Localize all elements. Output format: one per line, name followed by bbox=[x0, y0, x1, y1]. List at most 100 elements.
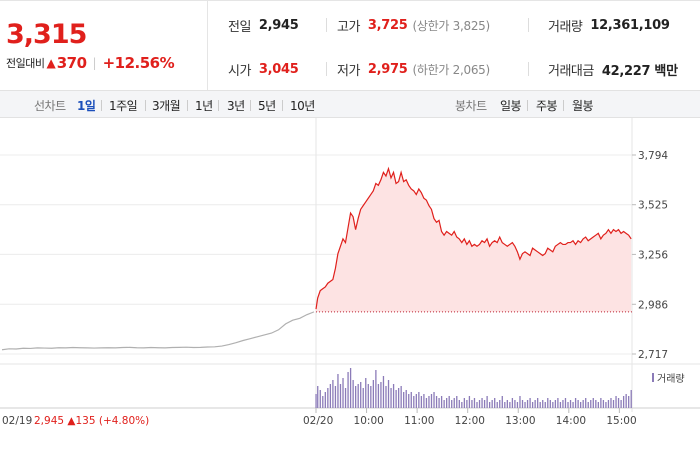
volume-bar bbox=[612, 400, 615, 408]
volume-bar bbox=[413, 396, 415, 408]
tab-monthly-candle[interactable]: 월봉 bbox=[572, 99, 594, 113]
volume-bar bbox=[423, 394, 425, 408]
prev-day-date: 02/19 bbox=[2, 415, 32, 427]
volume-bar bbox=[342, 378, 344, 408]
tab-separator bbox=[282, 100, 283, 111]
volume-bar bbox=[494, 398, 496, 408]
volume-cell: 거래량 12,361,109 bbox=[548, 16, 670, 35]
tab-1day[interactable]: 1일 bbox=[77, 99, 96, 113]
tab-3years[interactable]: 3년 bbox=[227, 99, 245, 113]
volume-bar bbox=[367, 384, 369, 408]
y-tick-label: 3,256 bbox=[638, 249, 668, 261]
volume-bar bbox=[529, 398, 531, 408]
volume-bar bbox=[617, 398, 620, 408]
volume-bar bbox=[473, 398, 476, 408]
volume-bar bbox=[501, 396, 503, 408]
volume-bar bbox=[344, 388, 347, 408]
tab-3months[interactable]: 3개월 bbox=[152, 99, 181, 113]
volume-bar bbox=[615, 396, 617, 408]
volume-bar bbox=[463, 398, 466, 408]
low-label: 저가 bbox=[337, 64, 360, 79]
volume-bar bbox=[458, 400, 460, 408]
volume-bar bbox=[400, 386, 402, 408]
volume-bar bbox=[355, 386, 357, 408]
volume-bar bbox=[425, 398, 428, 408]
change-amount: 370 bbox=[56, 54, 87, 72]
tab-separator bbox=[250, 100, 251, 111]
candle-chart-label: 봉차트 bbox=[455, 99, 487, 113]
volume-bar bbox=[577, 400, 579, 408]
price-chart[interactable]: 3,794 3,525 3,256 2,986 2,717 거래량 02/20 10:00… bbox=[0, 118, 700, 450]
tab-1year[interactable]: 1년 bbox=[195, 99, 213, 113]
y-tick-label: 2,717 bbox=[638, 349, 668, 361]
volume-bar bbox=[602, 400, 605, 408]
volume-bar bbox=[607, 400, 610, 408]
tab-5years[interactable]: 5년 bbox=[258, 99, 276, 113]
y-tick-label: 3,794 bbox=[638, 150, 668, 162]
tab-separator bbox=[101, 100, 102, 111]
tab-weekly-candle[interactable]: 주봉 bbox=[536, 99, 558, 113]
tab-separator bbox=[527, 100, 528, 111]
tab-10years[interactable]: 10년 bbox=[290, 99, 315, 113]
volume-bar bbox=[438, 398, 440, 408]
prev-close-value: 2,945 bbox=[258, 18, 299, 33]
volume-bar bbox=[395, 390, 397, 408]
volume-bar bbox=[461, 402, 463, 408]
tab-daily-candle[interactable]: 일봉 bbox=[500, 99, 522, 113]
volume-bar bbox=[360, 382, 362, 408]
volume-bar bbox=[564, 398, 567, 408]
volume-bar bbox=[567, 402, 569, 408]
y-tick-label: 2,986 bbox=[638, 299, 668, 311]
volume-bar bbox=[456, 396, 458, 408]
volume-bar bbox=[418, 392, 420, 408]
volume-bar bbox=[486, 396, 488, 408]
volume-bar bbox=[349, 368, 352, 408]
volume-bar bbox=[428, 396, 430, 408]
volume-bar bbox=[410, 392, 412, 408]
x-tick-label: 13:00 bbox=[505, 415, 535, 427]
volume-bar bbox=[435, 396, 438, 408]
prev-close-label: 전일 bbox=[228, 20, 251, 35]
volume-bar bbox=[446, 398, 448, 408]
prev-day-line bbox=[1, 311, 315, 351]
volume-bar bbox=[466, 400, 468, 408]
volume-bar bbox=[554, 400, 557, 408]
volume-bar bbox=[572, 402, 574, 408]
volume-bar bbox=[443, 400, 445, 408]
up-arrow-icon: ▲ bbox=[46, 56, 56, 70]
divider bbox=[528, 62, 529, 76]
volume-bar bbox=[516, 402, 519, 408]
volume-bar bbox=[375, 370, 377, 408]
intraday-price-line bbox=[315, 166, 632, 310]
volume-bar bbox=[453, 398, 455, 408]
volume-bar bbox=[628, 396, 630, 408]
volume-bar bbox=[559, 402, 562, 408]
low-value: 2,975 bbox=[367, 62, 408, 77]
line-chart-label: 선차트 bbox=[34, 99, 66, 113]
volume-bar bbox=[504, 402, 506, 408]
tab-1week[interactable]: 1주일 bbox=[109, 99, 138, 113]
lower-limit: (하한가 2,065) bbox=[412, 63, 491, 77]
volume-bar bbox=[547, 398, 549, 408]
volume-label: 거래량 bbox=[548, 20, 583, 35]
volume-bar bbox=[387, 380, 390, 408]
volume-value: 12,361,109 bbox=[590, 18, 670, 33]
volume-bar bbox=[451, 400, 453, 408]
volume-bar bbox=[377, 384, 380, 408]
volume-bar bbox=[557, 398, 559, 408]
divider bbox=[326, 62, 327, 76]
volume-bar bbox=[483, 400, 486, 408]
price-change-row: 전일대비 ▲ 370 | +12.56% bbox=[6, 54, 175, 72]
volume-bar bbox=[552, 402, 554, 408]
change-percent: +12.56% bbox=[102, 54, 175, 72]
volume-bar bbox=[471, 400, 473, 408]
tab-separator bbox=[563, 100, 564, 111]
volume-bar bbox=[370, 386, 372, 408]
turnover-cell: 거래대금 42,227 백만 bbox=[548, 60, 678, 79]
volume-bar bbox=[481, 398, 483, 408]
volume-bar bbox=[468, 396, 471, 408]
volume-bar bbox=[597, 402, 599, 408]
x-tick-label: 02/20 bbox=[303, 415, 333, 427]
volume-bar bbox=[537, 398, 539, 408]
volume-bar bbox=[352, 380, 354, 408]
